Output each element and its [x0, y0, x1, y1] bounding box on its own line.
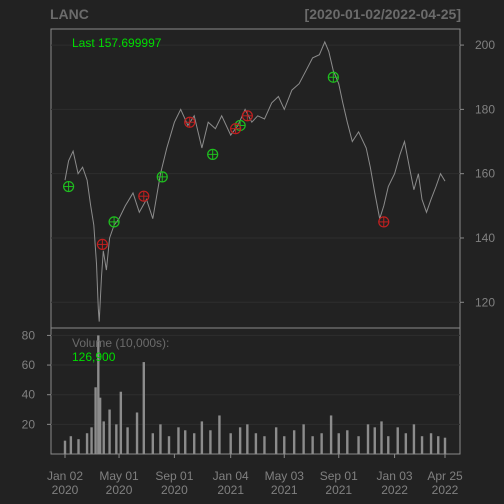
volume-bar	[177, 427, 180, 454]
volume-bar	[373, 427, 376, 454]
x-tick-label: Apr 25	[427, 469, 463, 483]
price-frame	[50, 28, 461, 329]
x-tick-label: May 03	[265, 469, 305, 483]
x-tick-year: 2020	[161, 483, 188, 497]
volume-bar	[200, 421, 204, 454]
volume-bar	[115, 424, 118, 454]
volume-bar	[437, 436, 440, 454]
x-tick-label: Jan 03	[377, 469, 413, 483]
buy-signal-marker	[108, 216, 120, 228]
volume-bar	[396, 427, 399, 454]
x-tick-label: Jan 04	[213, 469, 249, 483]
chart-date-range: [2020-01-02/2022-04-25]	[304, 6, 461, 22]
volume-bar	[229, 433, 232, 454]
last-price-label: Last 157.699997	[72, 36, 162, 50]
volume-bar	[98, 397, 102, 454]
sell-signal-marker	[96, 238, 108, 251]
x-tick-year: 2021	[271, 483, 298, 497]
volume-tick-label: 60	[22, 358, 36, 372]
volume-bar	[209, 430, 212, 454]
price-tick-label: 200	[475, 38, 495, 52]
volume-bar	[218, 415, 221, 454]
volume-bar	[443, 437, 447, 454]
sell-signal-marker	[378, 216, 390, 228]
price-tick-label: 160	[475, 167, 495, 181]
x-tick-year: 2020	[52, 483, 79, 497]
volume-bar	[142, 362, 145, 454]
price-tick-label: 120	[475, 295, 495, 309]
volume-bar	[329, 415, 333, 454]
x-tick-year: 2021	[217, 483, 244, 497]
volume-bar	[159, 424, 162, 454]
volume-bar	[167, 436, 171, 454]
volume-bar	[97, 335, 100, 454]
volume-bar	[337, 433, 340, 454]
volume-panel: 20 40 60 80	[22, 327, 461, 455]
volume-bar	[94, 387, 97, 454]
buy-signal-marker	[156, 171, 168, 183]
x-tick-year: 2020	[106, 483, 133, 497]
x-tick-year: 2021	[325, 483, 352, 497]
x-tick-year: 2022	[432, 483, 459, 497]
volume-bar	[238, 427, 242, 454]
volume-bar	[357, 436, 360, 454]
buy-signal-marker	[63, 180, 75, 193]
buy-signal-marker	[327, 71, 339, 83]
chart-symbol-title: LANC	[50, 6, 89, 22]
volume-bar	[85, 433, 89, 454]
volume-label: Volume (10,000s):	[72, 336, 169, 350]
volume-bar	[246, 424, 249, 454]
volume-bar	[346, 430, 349, 454]
volume-bar	[151, 433, 154, 454]
volume-bar	[283, 436, 286, 454]
volume-bar	[135, 412, 139, 454]
volume-bar	[90, 427, 93, 454]
sell-signal-marker	[184, 116, 196, 128]
volume-bar	[320, 433, 323, 454]
volume-bar	[292, 430, 296, 454]
price-tick-label: 180	[475, 102, 495, 116]
x-tick-year: 2022	[381, 483, 408, 497]
x-tick-label: Sep 01	[320, 469, 358, 483]
volume-tick-label: 20	[22, 417, 36, 431]
x-tick-label: Jan 02	[47, 469, 83, 483]
volume-bar	[126, 427, 129, 454]
volume-bar	[263, 436, 266, 454]
volume-last-value: 126,900	[72, 350, 116, 364]
volume-bar	[77, 439, 80, 454]
volume-bar	[63, 440, 67, 454]
volume-bar	[380, 421, 383, 454]
volume-bar	[119, 391, 123, 454]
sell-signal-marker	[241, 110, 253, 122]
sell-signal-marker	[230, 123, 242, 135]
buy-signal-marker	[207, 148, 219, 160]
sell-signal-marker	[138, 190, 150, 202]
volume-bar	[108, 409, 111, 454]
price-tick-label: 140	[475, 231, 495, 245]
volume-bar	[184, 430, 187, 454]
volume-bar	[102, 421, 105, 454]
volume-bar	[412, 424, 416, 454]
volume-bar	[429, 433, 433, 454]
x-tick-label: Sep 01	[155, 469, 193, 483]
volume-bar	[302, 424, 305, 454]
volume-bar	[69, 436, 73, 454]
volume-bar	[420, 436, 424, 454]
price-series-line	[64, 40, 446, 322]
volume-bar	[254, 433, 258, 454]
volume-tick-label: 40	[22, 388, 36, 402]
volume-bar	[274, 427, 278, 454]
volume-bar	[404, 433, 408, 454]
volume-bar	[387, 436, 390, 454]
volume-bar	[193, 433, 196, 454]
price-panel: 120 140 160 180 200	[50, 28, 495, 329]
x-tick-label: May 01	[99, 469, 139, 483]
volume-bar	[366, 424, 370, 454]
volume-bar	[311, 436, 314, 454]
volume-tick-label: 80	[22, 328, 36, 342]
